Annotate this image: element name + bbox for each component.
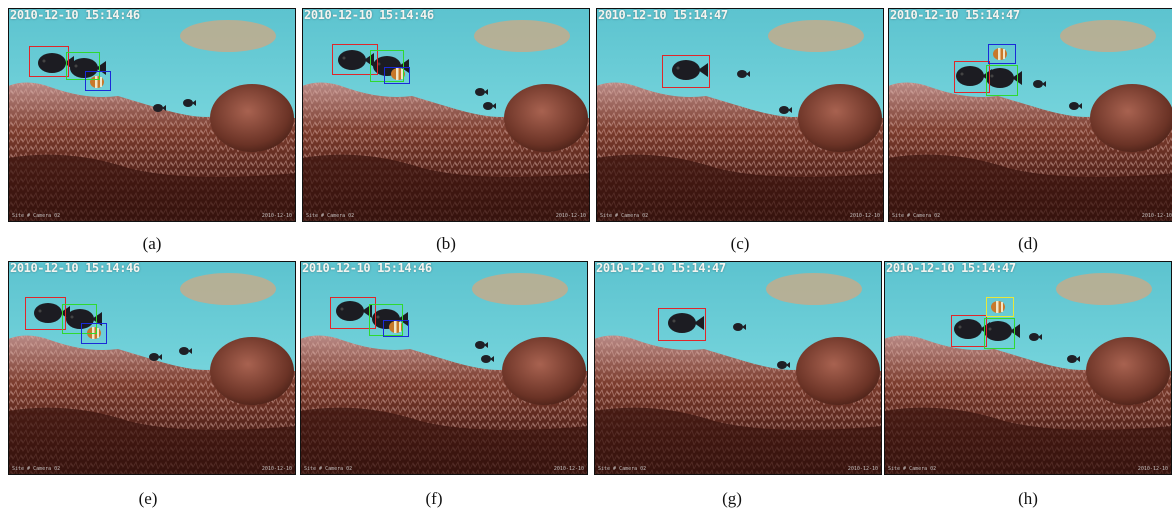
reef-scene-image (300, 261, 588, 475)
osd-date: 2010-12-10 (261, 466, 292, 472)
caption-b: (b) (436, 234, 456, 253)
reef-scene-image (596, 8, 884, 222)
osd-date: 2010-12-10 (847, 466, 878, 472)
frame-h: 2010-12-10 15:14:47 Site # Camera 02 201… (884, 261, 1172, 475)
caption-e: (e) (138, 489, 158, 508)
reef-scene-image (8, 8, 296, 222)
timestamp: 2010-12-10 15:14:47 (886, 261, 1016, 275)
osd-date: 2010-12-10 (849, 213, 880, 219)
bbox-red (332, 44, 378, 75)
osd-date: 2010-12-10 (555, 213, 586, 219)
frame-f: 2010-12-10 15:14:46 Site # Camera 02 201… (300, 261, 588, 475)
timestamp: 2010-12-10 15:14:46 (304, 8, 434, 22)
reef-scene-image (594, 261, 882, 475)
caption-g: (g) (722, 489, 742, 508)
reef-scene-image (888, 8, 1172, 222)
caption-h: (h) (1018, 489, 1038, 508)
timestamp: 2010-12-10 15:14:47 (596, 261, 726, 275)
frame-g: 2010-12-10 15:14:47 Site # Camera 02 201… (594, 261, 882, 475)
caption-c: (c) (730, 234, 750, 253)
reef-scene-image (8, 261, 296, 475)
timestamp: 2010-12-10 15:14:46 (10, 261, 140, 275)
osd-label: Site # Camera 02 (888, 466, 937, 472)
frame-a: 2010-12-10 15:14:46 Site # Camera 02 201… (8, 8, 296, 222)
osd-date: 2010-12-10 (553, 466, 584, 472)
osd-label: Site # Camera 02 (892, 213, 941, 219)
bbox-red (29, 46, 69, 77)
bbox-green (984, 318, 1015, 349)
osd-label: Site # Camera 02 (306, 213, 355, 219)
osd-label: Site # Camera 02 (600, 213, 649, 219)
bbox-blue (383, 320, 409, 337)
bbox-red (658, 308, 706, 341)
timestamp: 2010-12-10 15:14:46 (302, 261, 432, 275)
bbox-red (330, 297, 376, 329)
bbox-green (66, 52, 100, 80)
bbox-blue (85, 71, 111, 91)
frame-c: 2010-12-10 15:14:47 Site # Camera 02 201… (596, 8, 884, 222)
frame-d: 2010-12-10 15:14:47 Site # Camera 02 201… (888, 8, 1172, 222)
caption-f: (f) (425, 489, 443, 508)
bbox-blue (384, 67, 410, 84)
bbox-green (986, 65, 1018, 96)
caption-a: (a) (142, 234, 162, 253)
bbox-red (25, 297, 66, 330)
osd-label: Site # Camera 02 (304, 466, 353, 472)
bbox-blue (988, 44, 1016, 64)
bbox-red (951, 315, 987, 347)
osd-label: Site # Camera 02 (12, 213, 61, 219)
bbox-blue (81, 323, 107, 344)
reef-scene-image (302, 8, 590, 222)
osd-date: 2010-12-10 (1137, 466, 1168, 472)
osd-date: 2010-12-10 (261, 213, 292, 219)
bbox-red (662, 55, 710, 88)
timestamp: 2010-12-10 15:14:46 (10, 8, 140, 22)
reef-scene-image (884, 261, 1172, 475)
bbox-green (62, 304, 97, 334)
timestamp: 2010-12-10 15:14:47 (598, 8, 728, 22)
bbox-green (370, 50, 404, 82)
osd-label: Site # Camera 02 (12, 466, 61, 472)
timestamp: 2010-12-10 15:14:47 (890, 8, 1020, 22)
osd-label: Site # Camera 02 (598, 466, 647, 472)
frame-b: 2010-12-10 15:14:46 Site # Camera 02 201… (302, 8, 590, 222)
bbox-red (954, 61, 990, 93)
bbox-yellow (986, 297, 1014, 317)
caption-d: (d) (1018, 234, 1038, 253)
frame-e: 2010-12-10 15:14:46 Site # Camera 02 201… (8, 261, 296, 475)
osd-date: 2010-12-10 (1141, 213, 1172, 219)
